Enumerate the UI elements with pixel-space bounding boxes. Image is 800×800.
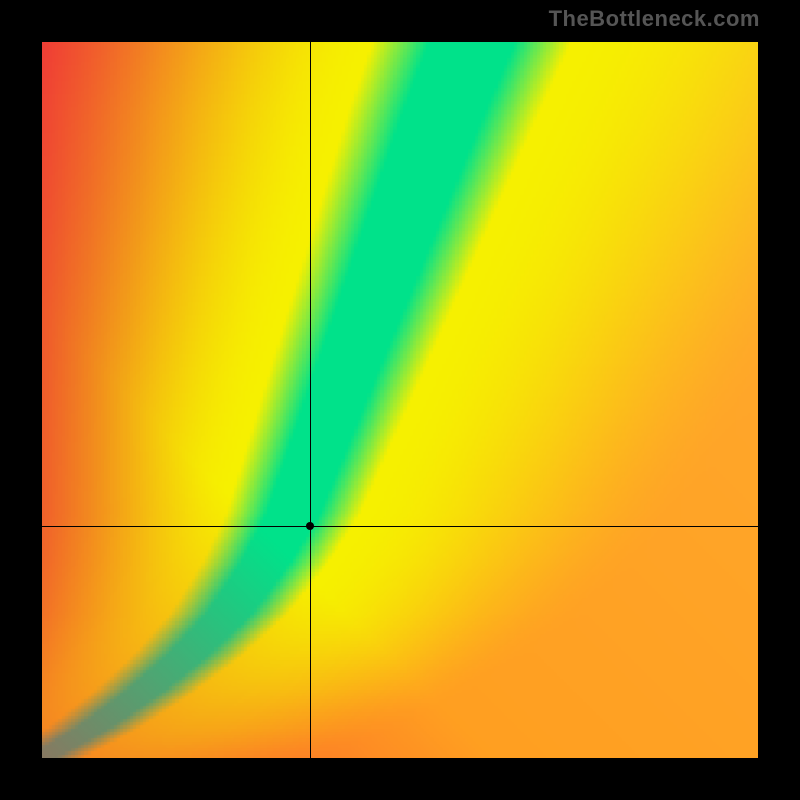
plot-area xyxy=(42,42,758,758)
crosshair-horizontal xyxy=(42,526,758,527)
chart-container: TheBottleneck.com xyxy=(0,0,800,800)
watermark-text: TheBottleneck.com xyxy=(549,6,760,32)
heatmap-canvas xyxy=(42,42,758,758)
crosshair-vertical xyxy=(310,42,311,758)
crosshair-dot xyxy=(306,522,314,530)
